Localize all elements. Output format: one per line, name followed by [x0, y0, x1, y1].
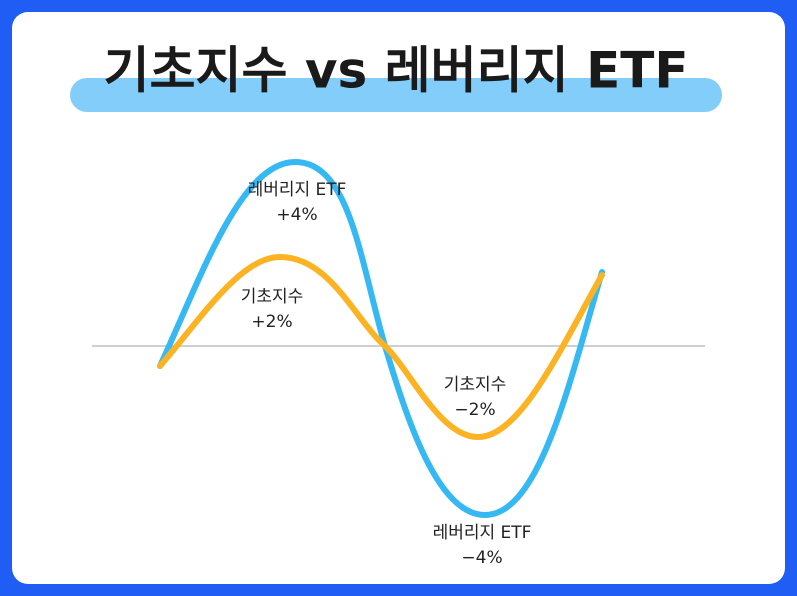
annotation-name: 기초지수 — [444, 375, 507, 395]
annotation-change: −2% — [454, 400, 495, 420]
index-curve — [157, 253, 605, 441]
annotation-name: 기초지수 — [241, 287, 304, 307]
title: 기초지수 vs 레버리지 ETF — [104, 42, 689, 100]
annotation-change: −4% — [461, 548, 502, 568]
annotation-change: +4% — [276, 205, 317, 225]
title-highlight — [70, 78, 722, 112]
annotation-change: +2% — [251, 312, 292, 332]
annotation-name: 레버리지 ETF — [248, 180, 347, 200]
annotation-name: 레버리지 ETF — [433, 523, 532, 543]
